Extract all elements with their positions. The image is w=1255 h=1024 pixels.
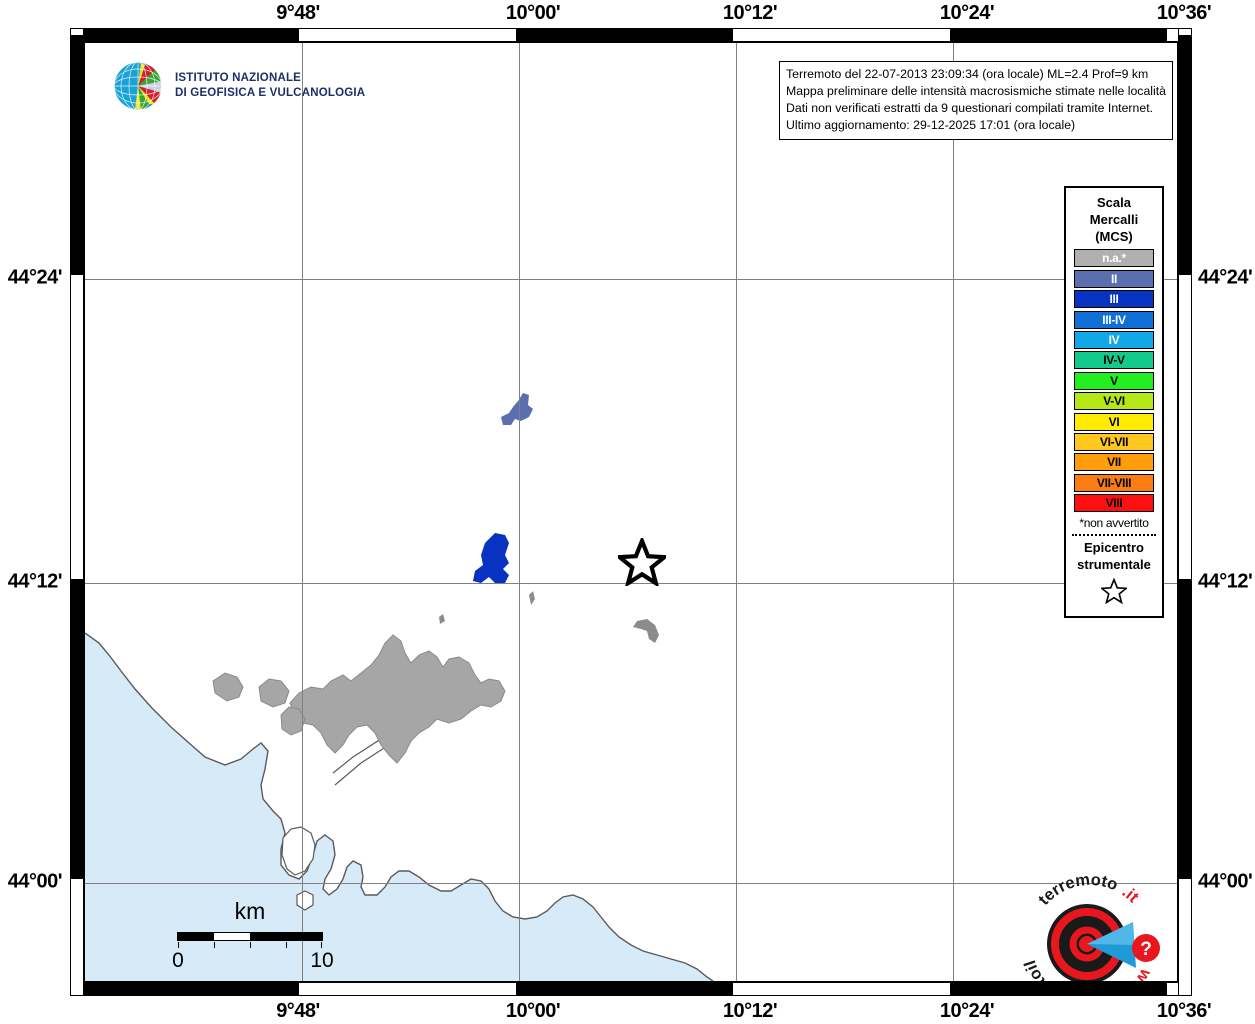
- map-frame: ISTITUTO NAZIONALE DI GEOFISICA E VULCAN…: [70, 28, 1192, 996]
- urban-area: [289, 634, 506, 764]
- star-outline-icon: [1099, 577, 1129, 605]
- urban-area-2: [280, 706, 306, 736]
- legend-swatch-iv[interactable]: IV: [1074, 331, 1154, 350]
- locality-marker-III: [473, 533, 509, 583]
- axis-right-label-2: 44°00': [1198, 870, 1253, 893]
- axis-top-label-1: 10°00': [505, 2, 561, 24]
- axis-top-label-4: 10°36': [1156, 2, 1212, 24]
- gridline-lon-1012: [736, 43, 737, 981]
- axis-left-label-1: 44°12': [7, 570, 63, 593]
- legend-epicenter-line-0: Epicentro: [1084, 540, 1144, 556]
- legend-epicenter-symbol: [1071, 577, 1157, 609]
- legend-title-line-1: Mercalli: [1089, 212, 1139, 228]
- island-polygon: [281, 826, 316, 876]
- mercalli-legend[interactable]: Scala Mercalli (MCS) n.a.* II III III-IV IV I…: [1064, 186, 1164, 618]
- legend-swatch-vi[interactable]: VI: [1074, 412, 1154, 431]
- axis-bottom-label-2: 10°12': [722, 1000, 778, 1022]
- ingv-logo: ISTITUTO NAZIONALE DI GEOFISICA E VULCAN…: [111, 59, 365, 113]
- legend-title-line-0: Scala: [1097, 195, 1131, 210]
- legend-swatch-v-vi[interactable]: V-VI: [1074, 392, 1154, 411]
- axis-bottom-label-4: 10°36': [1156, 1000, 1212, 1022]
- axis-bottom-label-3: 10°24': [939, 1000, 995, 1022]
- locality-marker-na-3: [633, 619, 659, 643]
- ingv-globe-icon: [113, 61, 163, 111]
- axis-left-label-0: 44°24': [7, 266, 63, 289]
- axis-top-label-2: 10°12': [722, 2, 778, 24]
- locality-marker-na-1: [529, 591, 535, 605]
- legend-title-line-2: (MCS): [1095, 229, 1133, 245]
- frame-band-left: [70, 28, 84, 996]
- map-plot-area[interactable]: ISTITUTO NAZIONALE DI GEOFISICA E VULCAN…: [84, 42, 1178, 982]
- info-line-3: Ultimo aggiornamento: 29-12-2025 17:01 (…: [786, 117, 1076, 132]
- legend-epicenter-title: Epicentro strumentale: [1071, 540, 1157, 574]
- urban-area-3: [258, 678, 290, 708]
- axis-right-label-0: 44°24': [1198, 266, 1253, 289]
- epicenter-star-icon[interactable]: [618, 538, 666, 586]
- scale-bar-labels: 0 10: [170, 949, 334, 975]
- hsit-target-icon: ? terremoto .it www. haisentitoil: [1021, 871, 1160, 981]
- legend-swatch-vi-vii[interactable]: VI-VII: [1074, 432, 1154, 451]
- locality-marker-na-2: [439, 614, 445, 624]
- scale-bar-start-label: 0: [172, 949, 184, 972]
- legend-swatch-vii[interactable]: VII: [1074, 453, 1154, 472]
- svg-text:?: ?: [1140, 939, 1152, 960]
- axis-bottom-label-1: 10°00': [505, 1000, 561, 1022]
- scale-bar-unit: km: [234, 898, 266, 924]
- axis-top-label-0: 9°48': [276, 2, 320, 24]
- axis-left-label-2: 44°00': [7, 870, 63, 893]
- locality-marker-II: [501, 393, 533, 425]
- event-info-box: Terremoto del 22-07-2013 23:09:34 (ora l…: [779, 61, 1174, 140]
- frame-band-top: [70, 28, 1192, 42]
- ingv-logo-text: ISTITUTO NAZIONALE DI GEOFISICA E VULCAN…: [175, 71, 365, 101]
- svg-text:.it: .it: [1119, 882, 1143, 906]
- gridline-lat-4424: [85, 279, 1177, 280]
- legend-swatch-vii-viii[interactable]: VII-VIII: [1074, 473, 1154, 492]
- sea-polygon: [85, 633, 713, 981]
- gridline-lat-4400: [85, 883, 1177, 884]
- coastline: [85, 632, 714, 981]
- axis-top-label-3: 10°24': [939, 2, 995, 24]
- legend-swatch-iii[interactable]: III: [1074, 290, 1154, 309]
- legend-swatch-n-a-[interactable]: n.a.*: [1074, 249, 1154, 268]
- ingv-logo-line2: DI GEOFISICA E VULCANOLOGIA: [175, 87, 366, 99]
- scale-bar-end-label: 10: [310, 949, 334, 972]
- info-line-2: Dati non verificati estratti da 9 questi…: [786, 100, 1154, 115]
- islet-polygon: [296, 890, 314, 911]
- axis-bottom-label-0: 9°48': [276, 1000, 320, 1022]
- gridline-lon-1024: [953, 43, 954, 981]
- legend-swatch-ii[interactable]: II: [1074, 269, 1154, 288]
- frame-band-right: [1178, 28, 1192, 996]
- legend-footnote: *non avvertito: [1079, 516, 1149, 531]
- legend-swatch-v[interactable]: V: [1074, 371, 1154, 390]
- svg-text:terremoto: terremoto: [1035, 871, 1120, 909]
- gridline-lon-948: [302, 43, 303, 981]
- legend-divider: [1072, 534, 1156, 537]
- frame-band-bottom: [70, 982, 1192, 996]
- info-line-1: Mappa preliminare delle intensità macros…: [786, 83, 1167, 98]
- legend-swatch-iii-iv[interactable]: III-IV: [1074, 310, 1154, 329]
- legend-swatch-viii[interactable]: VIII: [1074, 494, 1154, 513]
- scale-bar-graphic: [177, 932, 323, 948]
- legend-swatch-list: n.a.* II III III-IV IV IV-V V V-VI VI VI-VII VII VI…: [1071, 249, 1157, 513]
- legend-swatch-iv-v[interactable]: IV-V: [1074, 351, 1154, 370]
- ingv-logo-line1: ISTITUTO NAZIONALE: [175, 71, 302, 84]
- hsit-logo[interactable]: ? terremoto .it www. haisentitoil: [1015, 868, 1165, 981]
- gridline-lon-1000: [519, 43, 520, 981]
- axis-right-label-1: 44°12': [1198, 570, 1253, 593]
- urban-area-4: [212, 672, 244, 702]
- legend-epicenter-line-1: strumentale: [1077, 557, 1151, 573]
- scale-bar: km 0 10: [170, 898, 334, 975]
- map-geometry: [85, 393, 714, 981]
- info-line-0: Terremoto del 22-07-2013 23:09:34 (ora l…: [786, 67, 1149, 81]
- legend-title: Scala Mercalli (MCS): [1071, 194, 1157, 245]
